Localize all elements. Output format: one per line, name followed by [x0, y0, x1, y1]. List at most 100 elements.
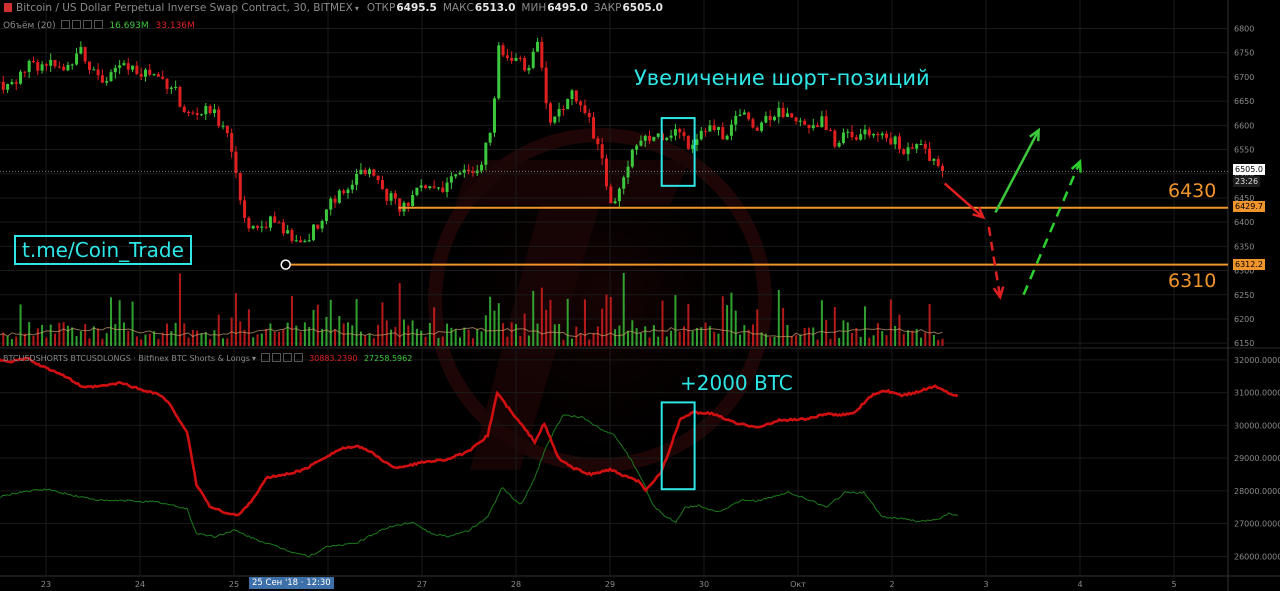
- volume-bar: [695, 328, 698, 346]
- candle: [273, 216, 277, 223]
- candle: [751, 119, 755, 128]
- candle: [811, 125, 815, 129]
- volume-bar: [549, 299, 552, 346]
- volume-bar: [10, 339, 13, 346]
- candle: [712, 125, 716, 130]
- volume-bar: [515, 324, 517, 346]
- low-label: МИН: [521, 2, 547, 14]
- close-icon[interactable]: [282, 353, 292, 362]
- candle: [932, 158, 936, 161]
- candle: [70, 64, 74, 66]
- candle: [393, 193, 397, 199]
- volume-bar: [299, 331, 302, 346]
- candle: [277, 222, 281, 224]
- price-tick-label: 6150: [1234, 339, 1254, 348]
- candle: [49, 59, 53, 66]
- candle: [161, 76, 165, 79]
- chevron-down-icon[interactable]: ▾: [354, 4, 359, 13]
- settings-icon[interactable]: [71, 20, 81, 29]
- volume-bar: [58, 322, 61, 346]
- volume-bar: [885, 335, 888, 346]
- volume-bar: [2, 332, 5, 346]
- candle: [915, 144, 919, 149]
- candle: [350, 184, 354, 190]
- time-tick-label: 3: [983, 580, 988, 589]
- volume-bar: [683, 326, 686, 346]
- annotation-layer: [0, 117, 1228, 491]
- volume-bar: [717, 333, 720, 346]
- candle: [777, 107, 781, 117]
- volume-bar: [803, 327, 806, 346]
- settings-icon[interactable]: [271, 353, 281, 362]
- candle: [876, 134, 880, 136]
- volume-bar: [368, 333, 371, 346]
- price-tick-label: 6450: [1234, 194, 1254, 203]
- volume-bar: [122, 322, 125, 346]
- chevron-down-icon[interactable]: ▾: [251, 354, 256, 363]
- volume-bar: [454, 329, 457, 346]
- volume-bar: [66, 325, 69, 346]
- volume-bar: [110, 297, 113, 346]
- open-label: ОТКР: [366, 2, 396, 14]
- volume-bar: [924, 332, 927, 346]
- candle: [406, 202, 410, 207]
- volume-bar: [527, 335, 530, 346]
- volume-bar: [32, 335, 35, 346]
- eye-icon[interactable]: [60, 20, 70, 29]
- candle: [316, 224, 320, 229]
- crosshair-date-label: 25 Сен '18 · 12:30: [249, 577, 334, 589]
- candle: [910, 147, 914, 149]
- more-icon[interactable]: [93, 20, 103, 29]
- indicator-label[interactable]: BTCUSDSHORTS BTCUSDLONGS · Bitfinex BTC …: [3, 354, 250, 363]
- volume-bar: [851, 333, 854, 346]
- candle: [699, 130, 703, 140]
- candle: [148, 69, 152, 75]
- telegram-link[interactable]: t.me/Coin_Trade: [14, 235, 192, 265]
- candle: [561, 109, 565, 111]
- more-icon[interactable]: [293, 353, 303, 362]
- candle: [691, 144, 695, 149]
- price-tick-label: 6250: [1234, 291, 1254, 300]
- volume-bar: [868, 337, 871, 346]
- candle: [346, 189, 350, 194]
- volume-bar: [631, 320, 634, 346]
- candle: [380, 180, 384, 190]
- candle: [592, 117, 596, 139]
- volume-bar: [54, 333, 57, 346]
- volume-bar: [381, 302, 384, 346]
- candle: [436, 187, 440, 189]
- bearish-dashed-arrow: [987, 226, 1005, 301]
- close-value: 6505.0: [622, 2, 663, 14]
- volume-bar: [657, 336, 660, 346]
- candle: [10, 82, 14, 85]
- candle: [363, 169, 367, 175]
- volume-bar: [6, 335, 9, 346]
- volume-bar: [437, 337, 440, 346]
- close-icon[interactable]: [82, 20, 92, 29]
- candle: [169, 87, 173, 89]
- longs-line: [0, 414, 958, 558]
- candle: [609, 186, 613, 204]
- candle: [738, 114, 742, 116]
- volume-bar: [708, 326, 711, 346]
- candle: [428, 186, 432, 189]
- candle: [686, 135, 690, 149]
- indicator-tick-label: 32000.0000: [1234, 356, 1280, 365]
- plus-btc-caption: +2000 BTC: [680, 371, 793, 395]
- volume-bar: [476, 328, 479, 346]
- candle: [716, 127, 720, 130]
- candle: [548, 103, 552, 123]
- volume-bar: [247, 309, 250, 346]
- time-tick-label: 28: [511, 580, 521, 589]
- volume-bar: [760, 332, 763, 346]
- volume-bar: [467, 329, 470, 346]
- eye-icon[interactable]: [260, 353, 270, 362]
- volume-bar: [303, 322, 306, 346]
- candle: [62, 66, 66, 71]
- price-tick-label: 6300: [1234, 267, 1254, 276]
- candle: [66, 64, 70, 71]
- volume-bar: [450, 327, 453, 346]
- symbol-title[interactable]: Bitcoin / US Dollar Perpetual Inverse Sw…: [16, 2, 353, 14]
- volume-bar: [545, 309, 548, 346]
